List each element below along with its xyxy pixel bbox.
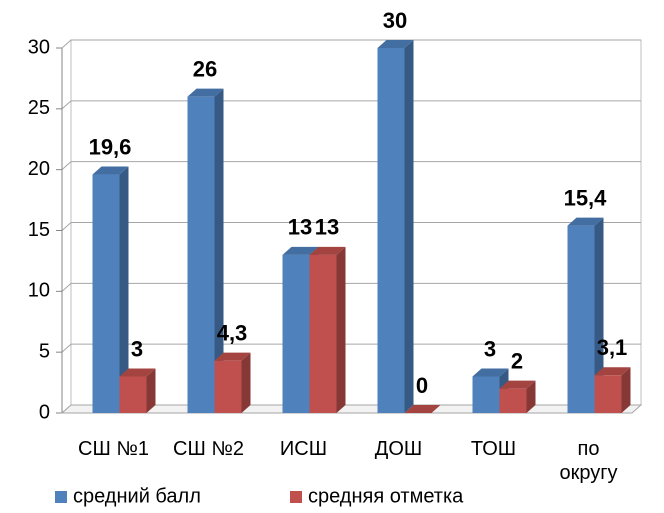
bar-side <box>404 40 414 413</box>
grid-line <box>61 100 641 110</box>
bar-side <box>594 217 604 413</box>
bar-top <box>594 367 631 376</box>
bar-front <box>499 388 527 413</box>
bar-top <box>309 246 346 255</box>
bar-front <box>377 48 405 413</box>
bar-front <box>594 375 622 413</box>
value-label: 26 <box>193 56 217 81</box>
x-tick-label: ДОШ <box>374 438 423 460</box>
bar-front <box>119 376 147 413</box>
value-label: 13 <box>315 215 339 240</box>
x-tick-label: ТОШ <box>470 438 517 460</box>
x-tick-label: по округу <box>559 438 618 484</box>
y-tick-label: 0 <box>39 401 50 423</box>
grid-line <box>61 343 641 353</box>
x-tick-label: СШ №2 <box>173 438 244 460</box>
bar-front <box>282 254 310 413</box>
value-label: 2 <box>511 348 523 373</box>
value-label: 0 <box>416 373 428 398</box>
bar-front <box>309 254 337 413</box>
bar-side <box>526 380 536 413</box>
bar-front <box>214 360 242 413</box>
value-label: 13 <box>288 215 312 240</box>
value-label: 19,6 <box>89 134 132 159</box>
bar-top <box>472 368 509 377</box>
bar-top <box>92 166 129 175</box>
value-label: 3 <box>131 336 143 361</box>
bar-front <box>472 376 500 413</box>
bar-front <box>567 225 595 413</box>
y-tick-label: 5 <box>39 340 50 362</box>
value-label: 3 <box>484 336 496 361</box>
y-tick-label: 20 <box>28 158 50 180</box>
bar-top <box>499 380 536 389</box>
legend-label: средний балл <box>73 485 201 507</box>
bar-top <box>404 405 441 413</box>
value-label: 4,3 <box>217 320 248 345</box>
bar-side <box>336 246 346 413</box>
y-tick-label: 30 <box>28 36 50 58</box>
grid-line <box>61 222 641 231</box>
bar-front <box>187 96 215 414</box>
bar-side <box>146 368 156 413</box>
y-tick-label: 15 <box>28 219 50 241</box>
bar-front <box>92 174 120 413</box>
legend-label: средняя отметка <box>308 485 464 507</box>
x-tick-label: СШ №1 <box>78 438 149 460</box>
grid-line <box>61 161 641 171</box>
bar-top <box>187 88 224 97</box>
bar-top <box>119 368 156 377</box>
legend-swatch <box>55 491 67 503</box>
legend-swatch <box>290 491 302 503</box>
bar-side <box>214 88 224 414</box>
y-tick-label: 10 <box>28 280 50 302</box>
bar-top <box>282 246 319 255</box>
grid-line <box>61 39 641 49</box>
bar-side <box>119 166 129 413</box>
bar-top <box>377 40 414 48</box>
bar-top <box>567 217 604 226</box>
value-label: 3,1 <box>597 335 628 360</box>
value-label: 30 <box>383 8 407 33</box>
bar-top <box>214 352 251 361</box>
bar-side <box>621 367 631 413</box>
y-tick-label: 25 <box>28 97 50 119</box>
grid-line <box>61 282 641 292</box>
x-tick-label: ИСШ <box>279 438 328 460</box>
bar-side <box>241 352 251 413</box>
value-label: 15,4 <box>564 185 608 210</box>
